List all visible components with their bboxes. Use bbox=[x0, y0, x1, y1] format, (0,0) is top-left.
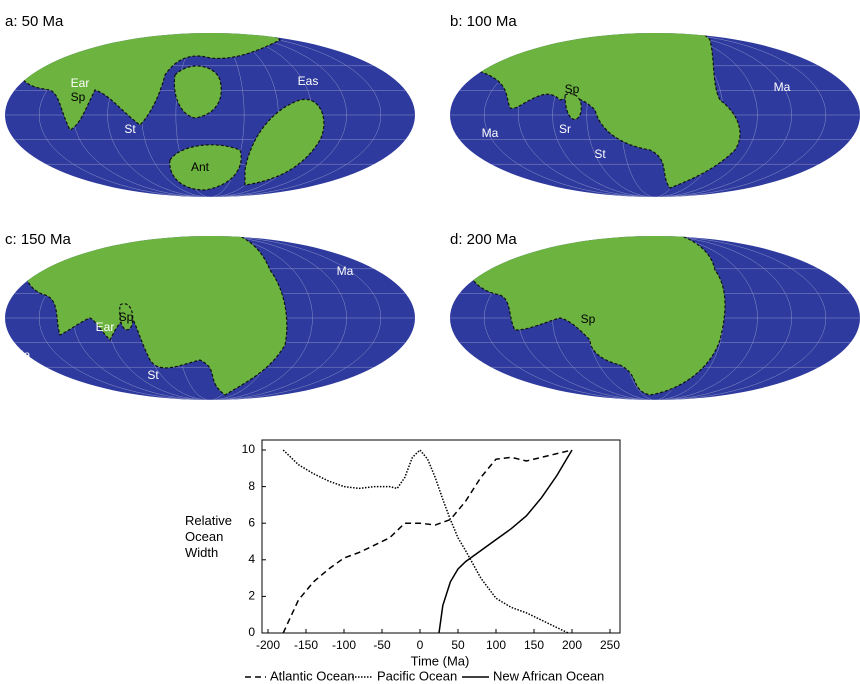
legend-label: Atlantic Ocean bbox=[270, 668, 355, 683]
place-label: Eas bbox=[298, 74, 319, 88]
y-tick-label: 8 bbox=[248, 479, 255, 493]
place-label: Sp bbox=[565, 82, 580, 96]
place-label: Sp bbox=[581, 312, 596, 326]
place-label: Ear bbox=[71, 76, 90, 90]
x-tick-label: 50 bbox=[451, 638, 465, 652]
place-label: St bbox=[147, 368, 159, 382]
map-layer bbox=[5, 33, 415, 197]
legend-label: New African Ocean bbox=[493, 668, 604, 683]
x-tick-label: 100 bbox=[486, 638, 506, 652]
place-label: St bbox=[594, 147, 606, 161]
y-tick-label: 0 bbox=[248, 625, 255, 639]
x-tick-label: 150 bbox=[524, 638, 544, 652]
map-layer bbox=[5, 236, 415, 400]
continent bbox=[244, 98, 325, 186]
place-label: Sp bbox=[119, 310, 134, 324]
place-label: St bbox=[124, 122, 136, 136]
place-label: Ma bbox=[337, 264, 354, 278]
x-axis-label: Time (Ma) bbox=[411, 653, 470, 668]
map-title: d: 200 Ma bbox=[450, 231, 517, 248]
y-tick-label: 2 bbox=[248, 589, 255, 603]
place-label: Ma bbox=[482, 126, 499, 140]
place-label: Ma bbox=[774, 80, 791, 94]
plot-frame bbox=[261, 439, 621, 634]
continent bbox=[173, 65, 222, 119]
series-line bbox=[282, 448, 569, 634]
series-line bbox=[282, 449, 573, 634]
place-label: Sr bbox=[559, 122, 571, 136]
y-tick-label: 4 bbox=[248, 552, 255, 566]
x-tick-label: -200 bbox=[256, 638, 280, 652]
place-label: Ant bbox=[191, 160, 210, 174]
map-title: b: 100 Ma bbox=[450, 13, 517, 30]
continent bbox=[473, 33, 741, 189]
map-title: c: 150 Ma bbox=[5, 231, 72, 248]
continent bbox=[169, 144, 242, 191]
place-label: Ear bbox=[96, 320, 115, 334]
y-axis-label: Relative Ocean Width bbox=[185, 513, 232, 560]
y-tick-label: 10 bbox=[242, 442, 256, 456]
continent bbox=[119, 303, 134, 331]
continent bbox=[469, 236, 726, 396]
series-line bbox=[438, 449, 573, 634]
x-tick-label: -50 bbox=[373, 638, 391, 652]
x-tick-label: 200 bbox=[562, 638, 582, 652]
x-tick-label: -150 bbox=[294, 638, 318, 652]
map-layer bbox=[450, 236, 860, 400]
legend-label: Pacific Ocean bbox=[377, 668, 457, 683]
continent bbox=[564, 93, 582, 120]
x-tick-label: -100 bbox=[332, 638, 356, 652]
x-tick-label: 0 bbox=[417, 638, 424, 652]
place-label: Ma bbox=[14, 348, 31, 362]
x-tick-label: 250 bbox=[600, 638, 620, 652]
continent bbox=[24, 236, 288, 396]
place-label: Sp bbox=[71, 90, 86, 104]
y-tick-label: 6 bbox=[248, 515, 255, 529]
map-layer bbox=[450, 33, 860, 197]
map-title: a: 50 Ma bbox=[5, 13, 64, 30]
